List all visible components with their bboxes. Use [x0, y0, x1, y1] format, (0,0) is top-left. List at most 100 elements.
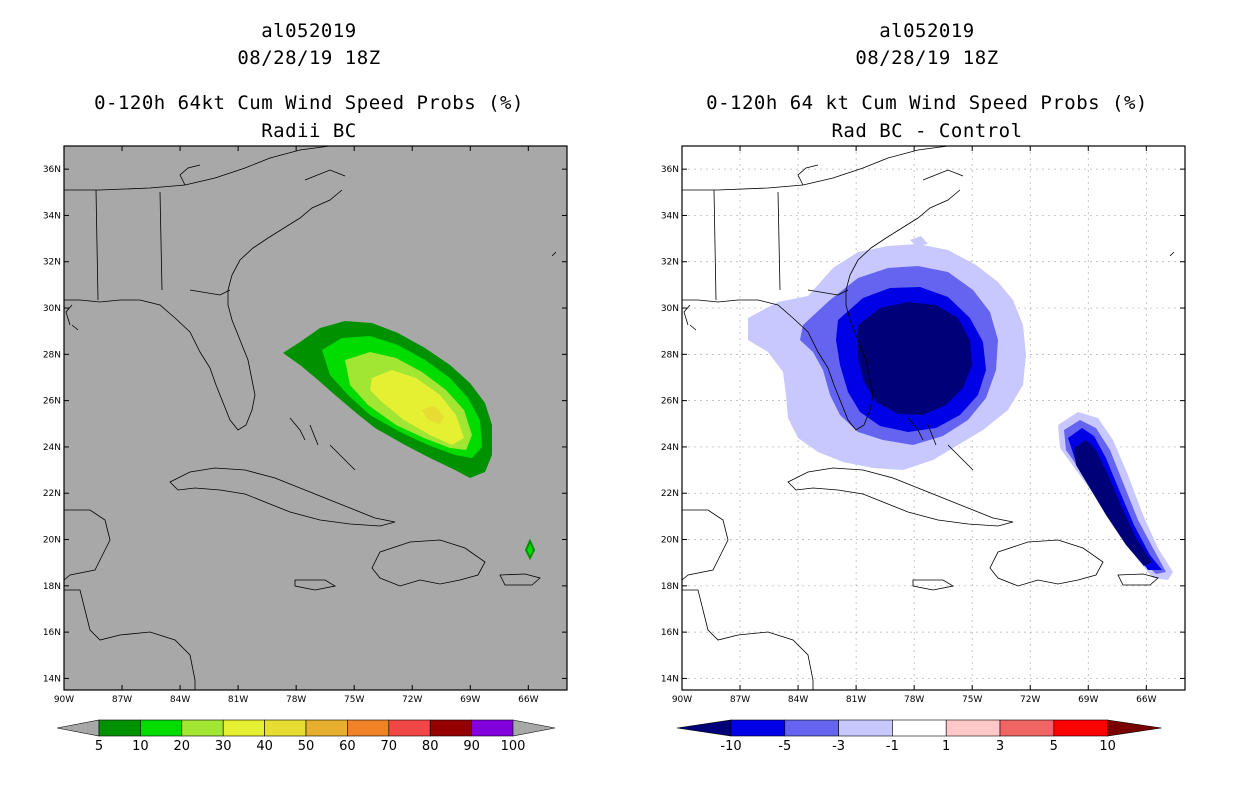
right-map-panel: al052019 08/28/19 18Z 0-120h 64 kt Cum W…: [618, 0, 1236, 800]
colorbar-swatch: [98, 719, 141, 737]
colorbar-swatch: [305, 719, 348, 737]
colorbar-end-right: [512, 719, 556, 737]
lat-tick-label: 28N: [43, 350, 61, 360]
colorbar-swatch: [388, 719, 431, 737]
lat-tick-label: 18N: [43, 582, 61, 592]
lat-tick-label: 22N: [661, 489, 679, 499]
colorbar-swatch: [730, 719, 786, 737]
lon-tick-label: 72W: [1020, 695, 1040, 705]
lat-tick-label: 28N: [661, 350, 679, 360]
probability-contours: [283, 321, 536, 561]
lon-tick-label: 69W: [460, 695, 480, 705]
colorbar-label: 30: [215, 739, 232, 754]
storm-id-title: al052019: [879, 20, 975, 42]
prob-contour-30: [370, 370, 464, 445]
date-title: 08/28/19 18Z: [237, 47, 381, 69]
colorbar-swatch: [784, 719, 839, 737]
product-title: 0-120h 64kt Cum Wind Speed Probs (%): [94, 92, 524, 114]
axis-ticks: 14N 16N 18N 20N 22N 24N 26N 28N 30N 32N 34N 36N 90W 8…: [43, 146, 567, 705]
lat-tick-label: 36N: [661, 165, 679, 175]
prob-contour-40: [422, 406, 444, 424]
colorbar-end-left: [56, 719, 100, 737]
map-frame: [681, 145, 1186, 691]
lon-tick-label: 90W: [672, 695, 692, 705]
lat-tick-label: 22N: [43, 489, 61, 499]
lon-tick-label: 66W: [1136, 695, 1156, 705]
subtitle: Rad BC - Control: [831, 120, 1023, 142]
colorbar-swatch: [140, 719, 183, 737]
colorbar-label: 5: [95, 739, 103, 754]
product-title: 0-120h 64 kt Cum Wind Speed Probs (%): [706, 92, 1148, 114]
lat-tick-label: 20N: [43, 536, 61, 546]
coastlines: [681, 145, 1175, 690]
colorbar-swatch: [1053, 719, 1108, 737]
lat-tick-label: 34N: [43, 211, 61, 221]
lat-tick-label: 16N: [661, 628, 679, 638]
lat-tick-label: 18N: [661, 582, 679, 592]
axis-ticks: 14N 16N 18N 20N 22N 24N 26N 28N 30N 32N 34N 36N 90W 8…: [661, 146, 1185, 705]
colorbar-swatch: [264, 719, 307, 737]
colorbar-label: 70: [381, 739, 398, 754]
lat-tick-label: 30N: [43, 304, 61, 314]
colorbar-label: -3: [832, 739, 845, 754]
map-background: [64, 146, 567, 690]
map-svg: 14N 16N 18N 20N 22N 24N 26N 28N 30N 32N 34N 36N 90W 8…: [43, 145, 568, 754]
colorbar-label: 1: [942, 739, 950, 754]
colorbar-swatch: [945, 719, 1001, 737]
lat-tick-label: 26N: [43, 397, 61, 407]
colorbar-swatch: [222, 719, 265, 737]
colorbar-label: 3: [996, 739, 1004, 754]
colorbar-label: 90: [463, 739, 480, 754]
difference-contours: [748, 236, 1173, 580]
colorbar-end-left: [676, 719, 732, 737]
lon-tick-label: 75W: [344, 695, 364, 705]
storm-id-title: al052019: [261, 20, 357, 42]
colorbar-label: 5: [1050, 739, 1058, 754]
lon-tick-label: 69W: [1078, 695, 1098, 705]
colorbar-label: 10: [132, 739, 149, 754]
lon-tick-label: 78W: [286, 695, 306, 705]
lon-tick-label: 81W: [228, 695, 248, 705]
map-frame: [63, 145, 568, 691]
lat-tick-label: 20N: [661, 536, 679, 546]
diff-contour-minus10: [858, 302, 972, 415]
lat-tick-label: 14N: [661, 674, 679, 684]
colorbar-swatch: [181, 719, 224, 737]
lon-tick-label: 75W: [962, 695, 982, 705]
lat-tick-label: 24N: [661, 443, 679, 453]
lat-tick-label: 32N: [43, 258, 61, 268]
lat-tick-label: 26N: [661, 397, 679, 407]
colorbar: -10 -5 -3 -1 1 3 5 10: [676, 719, 1162, 754]
colorbar-label: 40: [256, 739, 273, 754]
colorbar-label: 60: [339, 739, 356, 754]
colorbar-swatch: [892, 719, 947, 737]
colorbar-label: 10: [1099, 739, 1116, 754]
colorbar-swatch: [999, 719, 1055, 737]
lon-tick-label: 90W: [54, 695, 74, 705]
coastlines: [63, 145, 557, 690]
diff-contour-east-minus10: [1074, 440, 1152, 566]
colorbar-label: -1: [886, 739, 899, 754]
lon-tick-label: 87W: [112, 695, 132, 705]
colorbar-label: 20: [174, 739, 191, 754]
colorbar-label: -10: [720, 739, 741, 754]
colorbar-swatch: [429, 719, 472, 737]
lon-tick-label: 87W: [730, 695, 750, 705]
lon-tick-label: 84W: [788, 695, 808, 705]
colorbar-label: 80: [422, 739, 439, 754]
lat-tick-label: 32N: [661, 258, 679, 268]
colorbar-swatch: [838, 719, 893, 737]
colorbar-label: 50: [298, 739, 315, 754]
lon-tick-label: 84W: [170, 695, 190, 705]
colorbar-label: 100: [501, 739, 526, 754]
lon-tick-label: 72W: [402, 695, 422, 705]
lat-tick-label: 30N: [661, 304, 679, 314]
diff-contour-minus1-blip: [910, 236, 928, 246]
colorbar-swatch: [347, 719, 390, 737]
lon-tick-label: 66W: [518, 695, 538, 705]
map-svg: 14N 16N 18N 20N 22N 24N 26N 28N 30N 32N 34N 36N 90W 8…: [661, 145, 1186, 754]
lat-tick-label: 14N: [43, 674, 61, 684]
date-title: 08/28/19 18Z: [855, 47, 999, 69]
lat-tick-label: 36N: [43, 165, 61, 175]
lon-tick-label: 81W: [846, 695, 866, 705]
